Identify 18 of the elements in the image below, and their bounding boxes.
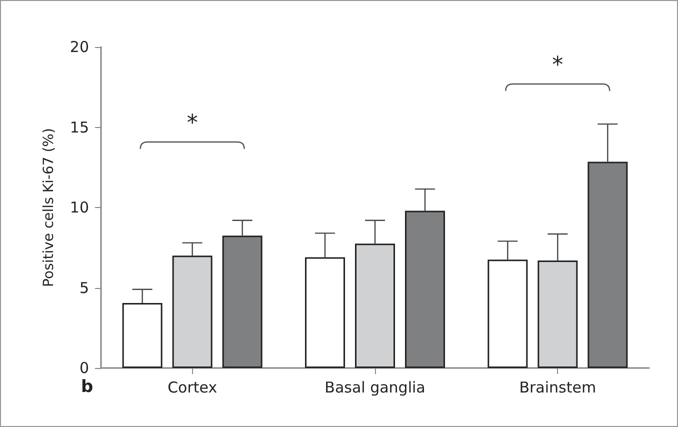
y-tick-label: 0 — [79, 359, 89, 377]
y-axis-title: Positive cells Ki-67 (%) — [41, 128, 57, 287]
y-tick-label: 5 — [79, 278, 89, 297]
x-tick-label: Brainstem — [519, 378, 596, 396]
y-tick-label: 20 — [70, 38, 89, 56]
bar — [305, 257, 345, 368]
bar — [488, 260, 528, 368]
x-tick-label: Cortex — [168, 378, 218, 396]
annotation: * — [551, 53, 564, 78]
y-tick-label: 10 — [70, 198, 89, 216]
text: b — [81, 376, 94, 399]
annotation: * — [186, 111, 199, 136]
bar — [172, 256, 212, 368]
bar — [122, 303, 162, 368]
bar — [538, 260, 578, 368]
y-tick-label: 15 — [70, 118, 89, 136]
bar — [355, 244, 395, 368]
x-tick-label: Basal ganglia — [324, 378, 426, 396]
